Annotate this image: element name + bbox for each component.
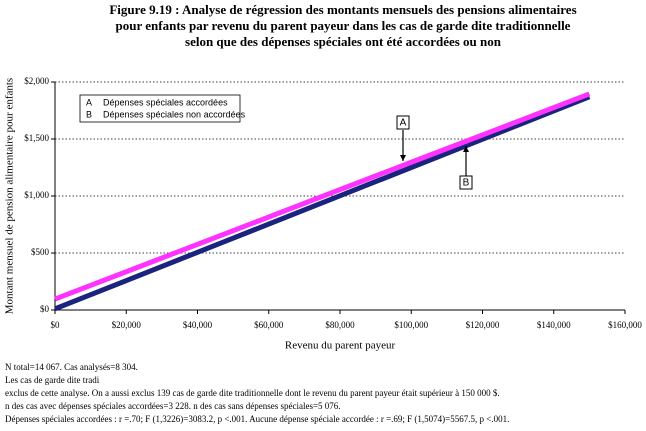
x-tick-label: $160,000 bbox=[608, 320, 642, 330]
arrow-head bbox=[463, 146, 469, 152]
note: N total=14 067. Cas analysés=8 304. bbox=[5, 362, 138, 372]
annotation-box bbox=[396, 115, 410, 130]
annotation-label: A bbox=[400, 118, 407, 129]
x-axis-label: Revenu du parent payeur bbox=[285, 340, 396, 352]
x-tick-label: $80,000 bbox=[325, 320, 355, 330]
legend-label: Dépenses spéciales accordées bbox=[103, 97, 228, 107]
x-tick-label: $0 bbox=[51, 320, 61, 330]
legend-letter: B bbox=[86, 109, 92, 119]
x-tick-label: $120,000 bbox=[466, 320, 500, 330]
chart-title: Figure 9.19 : Analyse de régression des … bbox=[109, 2, 576, 17]
note: n des cas avec dépenses spéciales accord… bbox=[5, 401, 341, 411]
legend-box bbox=[79, 94, 241, 123]
y-tick-label: $1,000 bbox=[24, 190, 49, 200]
y-tick-label: $500 bbox=[31, 247, 50, 257]
annotation-label: B bbox=[463, 178, 470, 189]
note: Dépenses spéciales accordées : r =.70; F… bbox=[5, 414, 509, 424]
y-tick-label: $0 bbox=[40, 304, 50, 314]
x-tick-label: $140,000 bbox=[537, 320, 571, 330]
series-line bbox=[54, 94, 591, 312]
series-line bbox=[54, 91, 591, 302]
arrow-head bbox=[400, 155, 406, 161]
y-tick-label: $2,000 bbox=[24, 76, 49, 86]
legend-label: Dépenses spéciales non accordées bbox=[103, 109, 246, 119]
note: exclus de cette analyse. On a aussi excl… bbox=[5, 388, 500, 398]
x-tick-label: $100,000 bbox=[394, 320, 428, 330]
x-tick-label: $40,000 bbox=[183, 320, 213, 330]
x-tick-label: $20,000 bbox=[112, 320, 142, 330]
x-tick-label: $60,000 bbox=[254, 320, 284, 330]
y-tick-label: $1,500 bbox=[24, 133, 49, 143]
legend-letter: A bbox=[86, 97, 92, 107]
chart-title: selon que des dépenses spéciales ont été… bbox=[185, 34, 502, 49]
chart-title: pour enfants par revenu du parent payeur… bbox=[116, 18, 571, 33]
note: Les cas de garde dite tradi bbox=[5, 375, 100, 385]
y-axis-label: Montant mensuel de pension alimentaire p… bbox=[4, 78, 16, 314]
